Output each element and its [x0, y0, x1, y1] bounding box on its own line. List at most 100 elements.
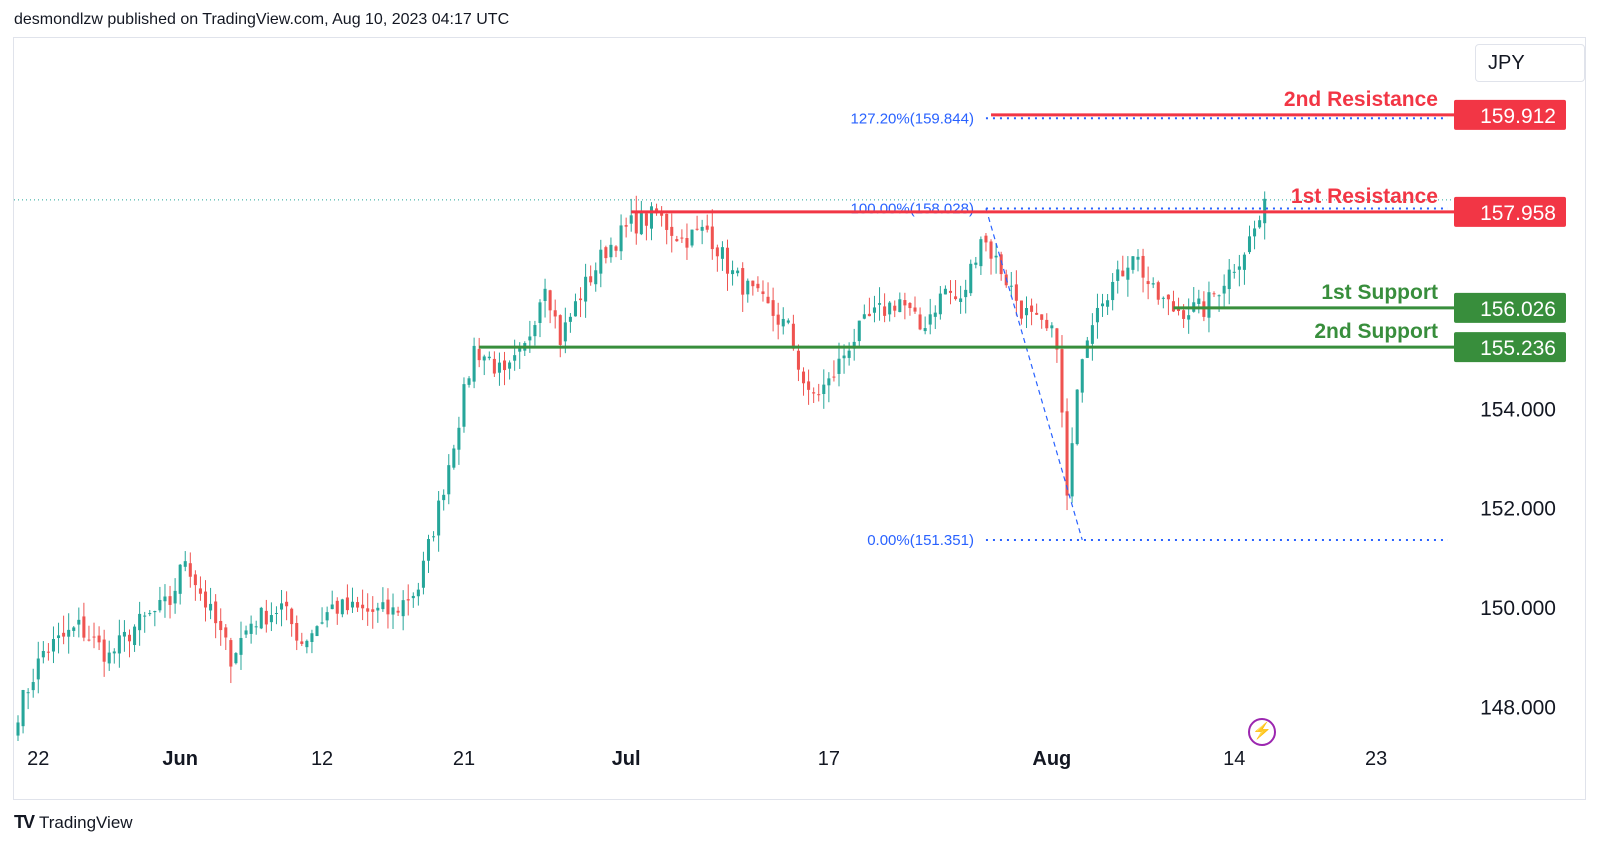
candle-body [1106, 300, 1110, 307]
candle-body [209, 603, 213, 611]
candle-body [340, 599, 344, 615]
candle-body [1258, 220, 1262, 228]
candle-body [675, 239, 679, 242]
candle-body [290, 608, 294, 625]
candle-body [122, 631, 126, 637]
candle-body [1217, 295, 1221, 297]
candle-body [660, 211, 664, 216]
candle-body [183, 561, 187, 567]
candle-body [1070, 443, 1074, 497]
candle-body [305, 640, 309, 648]
candle-body [264, 610, 268, 625]
candle-body [563, 322, 567, 342]
candle-body [148, 613, 152, 615]
candle-body [852, 341, 856, 349]
candle-body [133, 626, 137, 646]
x-tick-label: 17 [818, 748, 840, 770]
candle-body [229, 640, 233, 667]
candle-body [1111, 281, 1115, 301]
candle-body [1024, 308, 1029, 316]
candle-body [599, 249, 603, 274]
candle-body [807, 381, 811, 390]
candle-body [584, 276, 588, 302]
candle-body [964, 289, 968, 298]
candle-body [954, 296, 958, 300]
candle-body [923, 328, 927, 332]
candle-body [1247, 236, 1252, 253]
candle-body [518, 347, 522, 352]
candle-body [21, 689, 25, 727]
candle-body [87, 639, 91, 641]
candle-body [979, 239, 983, 267]
y-tick-label: 150.000 [1480, 597, 1556, 620]
candle-body [432, 536, 436, 538]
candle-body [376, 607, 380, 611]
candle-body [92, 636, 96, 638]
candle-body [1019, 300, 1023, 319]
candle-body [1065, 411, 1069, 496]
candle-body [710, 226, 714, 250]
candle-body [219, 620, 223, 631]
candle-body [1040, 314, 1044, 320]
candle-body [295, 623, 299, 641]
candle-body [827, 378, 831, 386]
candle-body [1141, 255, 1145, 278]
candle-body [649, 206, 654, 229]
candle-body [862, 314, 866, 319]
candle-body [82, 616, 86, 638]
candle-body [619, 225, 623, 252]
lightning-icon[interactable]: ⚡ [1248, 718, 1276, 746]
candle-body [1237, 266, 1241, 270]
candle-body [513, 355, 517, 361]
candle-body [214, 601, 218, 624]
candle-body [325, 612, 329, 621]
footer-brand[interactable]: TV TradingView [14, 812, 133, 833]
candle-body [381, 602, 385, 610]
candle-body [472, 345, 476, 382]
chart-frame[interactable]: 127.20%(159.844) 100.00%(158.028) 0.00%(15… [13, 37, 1586, 800]
candle-body [112, 651, 116, 654]
currency-selector[interactable]: JPY [1475, 44, 1585, 82]
candle-body [1182, 310, 1186, 319]
candle-body [1197, 298, 1201, 304]
candle-body [285, 601, 289, 607]
candle-body [127, 634, 132, 642]
candle-body [57, 635, 61, 639]
candle-body [948, 290, 953, 293]
candle-body [345, 597, 349, 611]
fib-level-label: 0.00%(151.351) [867, 532, 974, 549]
candle-body [426, 539, 431, 561]
candle-body [1055, 328, 1059, 350]
candle-body [1156, 282, 1160, 300]
x-tick-label: 21 [453, 748, 475, 770]
resistance-name: 1st Resistance [1291, 185, 1438, 208]
candlestick-chart[interactable]: 127.20%(159.844) 100.00%(158.028) 0.00%(15… [14, 38, 1587, 801]
candle-body [26, 692, 30, 694]
candle-body [533, 325, 537, 337]
candle-body [497, 362, 501, 373]
candle-body [1222, 285, 1226, 294]
candle-body [163, 596, 167, 602]
candle-body [67, 629, 71, 637]
support-name: 2nd Support [1314, 320, 1438, 343]
candle-body [700, 226, 704, 231]
candle-body [386, 599, 390, 615]
candle-body [1035, 312, 1039, 315]
candle-body [1232, 271, 1236, 273]
candle-body [462, 384, 466, 427]
candle-body [1207, 292, 1211, 318]
candle-body [1136, 256, 1140, 260]
candle-body [705, 225, 709, 230]
candle-body [690, 229, 694, 246]
candle-body [502, 360, 507, 371]
candle-body [624, 225, 628, 227]
candle-body [280, 603, 284, 610]
candle-body [72, 627, 76, 631]
candle-body [928, 314, 932, 325]
candle-body [477, 348, 481, 361]
x-tick-label: 14 [1223, 748, 1245, 770]
x-tick-label: Jul [612, 748, 641, 770]
candle-body [1227, 269, 1231, 290]
candle-body [685, 238, 689, 248]
publish-info: desmondlzw published on TradingView.com,… [14, 11, 510, 28]
